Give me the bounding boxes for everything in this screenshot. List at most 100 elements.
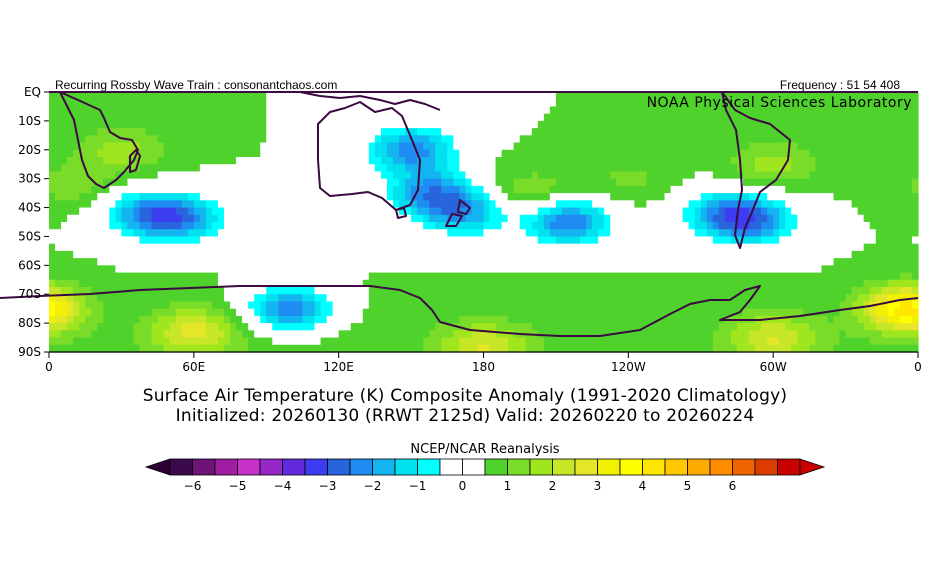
field-cell	[374, 272, 382, 281]
field-cell	[429, 287, 436, 295]
field-cell	[163, 106, 171, 115]
field-cell	[236, 92, 243, 100]
field-cell	[519, 250, 527, 259]
field-cell	[869, 315, 877, 324]
field-cell	[809, 323, 817, 331]
field-cell	[465, 185, 473, 194]
field-cell	[869, 207, 877, 216]
field-cell	[374, 330, 382, 339]
field-cell	[911, 250, 919, 259]
field-cell	[543, 214, 551, 223]
field-cell	[604, 113, 611, 122]
field-cell	[604, 99, 611, 108]
field-cell	[616, 330, 623, 339]
field-cell	[887, 229, 895, 238]
field-cell	[881, 243, 889, 252]
field-cell	[429, 308, 436, 317]
field-cell	[779, 128, 786, 136]
field-cell	[405, 135, 412, 144]
field-cell	[224, 164, 231, 173]
field-cell	[399, 99, 406, 108]
field-cell	[555, 265, 563, 274]
field-cell	[839, 164, 847, 173]
field-cell	[827, 243, 835, 252]
field-cell	[67, 258, 74, 266]
field-cell	[151, 308, 159, 317]
field-cell	[616, 250, 623, 259]
field-cell	[712, 142, 720, 151]
field-cell	[604, 323, 611, 331]
field-cell	[242, 171, 249, 180]
field-cell	[694, 265, 702, 274]
field-cell	[447, 92, 454, 100]
field-cell	[688, 193, 696, 201]
field-cell	[640, 236, 648, 245]
field-cell	[863, 265, 871, 274]
field-cell	[272, 171, 279, 180]
field-cell	[724, 258, 732, 266]
field-cell	[803, 149, 810, 158]
field-cell	[374, 207, 382, 216]
field-cell	[61, 171, 68, 180]
field-cell	[616, 106, 623, 115]
field-cell	[567, 272, 575, 281]
field-cell	[254, 330, 261, 339]
field-cell	[555, 128, 563, 136]
field-cell	[163, 279, 171, 288]
field-cell	[863, 157, 871, 165]
field-cell	[429, 92, 436, 100]
field-cell	[592, 323, 599, 331]
field-cell	[785, 164, 792, 173]
field-cell	[471, 222, 479, 230]
field-cell	[193, 142, 201, 151]
field-cell	[815, 272, 823, 281]
field-cell	[266, 323, 273, 331]
field-cell	[815, 279, 823, 288]
field-cell	[664, 301, 672, 310]
field-cell	[296, 135, 304, 144]
field-cell	[664, 92, 672, 100]
field-cell	[700, 164, 708, 173]
field-cell	[700, 330, 708, 339]
field-cell	[230, 250, 237, 259]
field-cell	[561, 120, 569, 129]
field-cell	[622, 106, 629, 115]
field-cell	[266, 149, 273, 158]
field-cell	[471, 171, 479, 180]
field-cell	[67, 236, 74, 245]
field-cell	[386, 308, 394, 317]
field-cell	[296, 200, 304, 209]
field-cell	[284, 178, 291, 187]
field-cell	[49, 315, 56, 324]
field-cell	[561, 301, 569, 310]
field-cell	[145, 337, 153, 346]
field-cell	[356, 185, 364, 194]
field-cell	[163, 323, 171, 331]
field-cell	[115, 265, 123, 274]
field-cell	[785, 323, 792, 331]
field-cell	[278, 265, 285, 274]
field-cell	[405, 229, 412, 238]
field-cell	[622, 185, 629, 194]
field-cell	[622, 142, 629, 151]
field-cell	[61, 106, 68, 115]
field-cell	[803, 164, 810, 173]
field-cell	[290, 294, 298, 303]
field-cell	[887, 185, 895, 194]
field-cell	[652, 250, 660, 259]
field-cell	[773, 149, 780, 158]
field-cell	[109, 193, 116, 201]
field-cell	[622, 171, 629, 180]
field-cell	[658, 301, 666, 310]
field-cell	[797, 185, 804, 194]
field-cell	[199, 229, 207, 238]
field-cell	[308, 193, 316, 201]
field-cell	[561, 337, 569, 346]
field-cell	[718, 330, 726, 339]
field-cell	[314, 178, 322, 187]
field-cell	[555, 214, 563, 223]
field-cell	[513, 171, 521, 180]
field-cell	[628, 200, 635, 209]
field-cell	[175, 229, 183, 238]
field-cell	[555, 200, 563, 209]
